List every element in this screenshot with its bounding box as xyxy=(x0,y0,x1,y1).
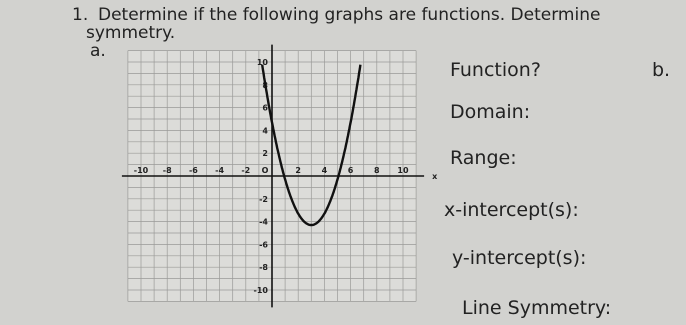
x-axis-label: x xyxy=(432,172,438,181)
prompt: Range: xyxy=(450,147,517,169)
y-tick-label: -2 xyxy=(259,195,268,204)
prompt: x-intercept(s): xyxy=(444,199,579,221)
y-tick-label: -10 xyxy=(254,286,269,295)
x-tick-label: -8 xyxy=(163,166,172,175)
part-label: b. xyxy=(652,59,670,81)
y-tick-label: 2 xyxy=(262,149,268,158)
y-tick-label: -6 xyxy=(259,240,268,249)
x-tick-label: -2 xyxy=(241,166,250,175)
part-label: a. xyxy=(90,41,106,61)
y-tick-label: 4 xyxy=(262,126,268,135)
x-tick-label: -10 xyxy=(134,166,149,175)
x-tick-label: -6 xyxy=(189,166,198,175)
prompts: Function? Domain: Range: x-intercept(s): y-i… xyxy=(444,59,611,319)
prompt: Line Symmetry: xyxy=(462,297,611,319)
parabola xyxy=(261,64,362,227)
x-tick-label: -4 xyxy=(215,166,224,175)
x-tick-label: 2 xyxy=(295,166,301,175)
prompt: Domain: xyxy=(450,101,530,123)
x-tick-label: 4 xyxy=(322,166,328,175)
x-tick-label: 8 xyxy=(374,166,380,175)
prompt: y-intercept(s): xyxy=(452,247,586,269)
y-tick-label: 6 xyxy=(262,104,268,113)
x-tick-label: 6 xyxy=(348,166,354,175)
question-number: 1. xyxy=(72,5,88,25)
y-tick-label: 10 xyxy=(257,58,269,67)
prompt: Function? xyxy=(450,59,541,81)
x-tick-label: 10 xyxy=(397,166,409,175)
y-tick-label: -4 xyxy=(259,218,268,227)
question-text: symmetry. xyxy=(86,23,175,43)
x-tick-label: O xyxy=(262,166,269,175)
question-text: Determine if the following graphs are fu… xyxy=(98,5,600,25)
y-tick-label: -8 xyxy=(259,263,268,272)
